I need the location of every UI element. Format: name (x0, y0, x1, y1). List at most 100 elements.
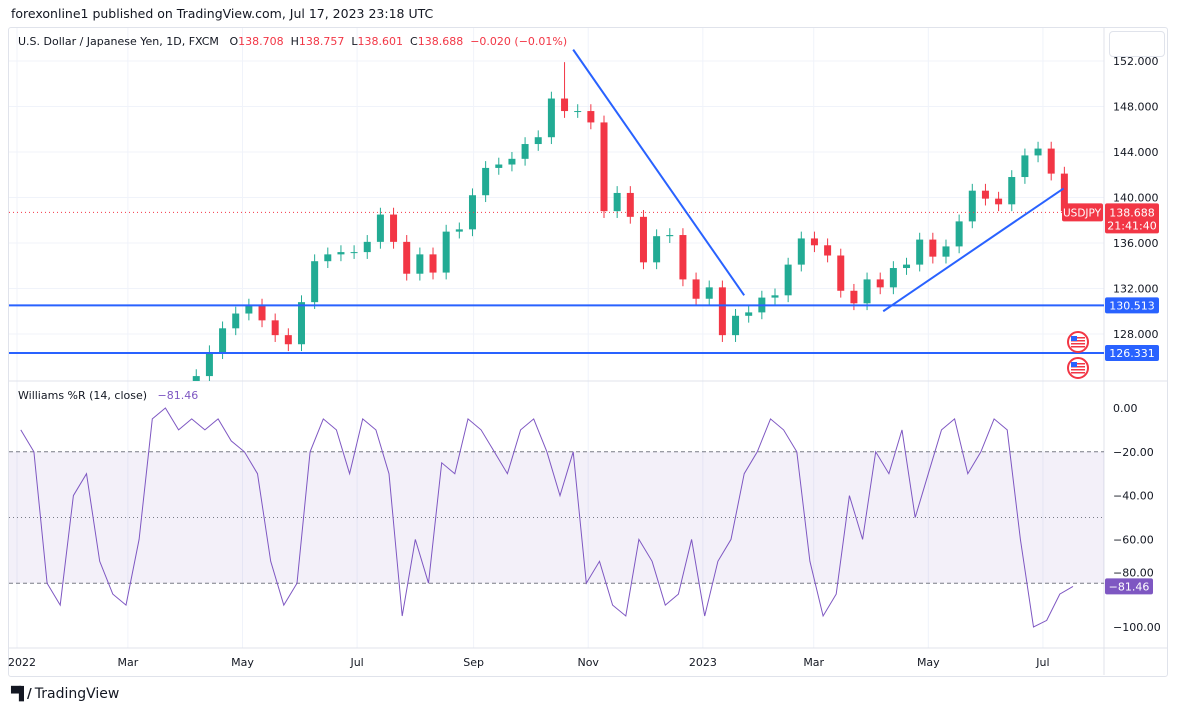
candle-body[interactable] (863, 279, 871, 304)
candle-body[interactable] (495, 164, 503, 168)
candle-body[interactable] (534, 137, 542, 145)
candle-body[interactable] (192, 376, 200, 396)
candle-body[interactable] (653, 236, 661, 263)
candle-body[interactable] (508, 158, 516, 165)
us-flag-event-icon[interactable] (1067, 357, 1089, 379)
candle-body[interactable] (824, 245, 832, 256)
indicator-name[interactable]: Williams %R (14, close) (18, 389, 148, 402)
high-label: H (290, 35, 299, 48)
candle-body[interactable] (561, 98, 569, 112)
time-axis-label: May (917, 656, 940, 669)
candle-body[interactable] (547, 98, 555, 138)
price-axis-label: 144.000 (1113, 146, 1159, 159)
candle-body[interactable] (455, 229, 463, 232)
candle-body[interactable] (245, 305, 253, 314)
candle-body[interactable] (613, 192, 621, 212)
candle-body[interactable] (968, 190, 976, 222)
tradingview-logo-icon: ▀▌/ (11, 686, 32, 702)
candle-body[interactable] (284, 335, 292, 345)
candle-body[interactable] (850, 290, 858, 304)
candle-body[interactable] (718, 287, 726, 336)
candle-body[interactable] (403, 241, 411, 274)
candle-body[interactable] (626, 192, 634, 217)
candle-body[interactable] (574, 111, 582, 113)
candle-body[interactable] (732, 315, 740, 336)
candle-body[interactable] (1034, 148, 1042, 156)
chart-settings-button[interactable] (1109, 31, 1165, 57)
candle-body[interactable] (876, 279, 884, 288)
level-price-label: 130.513 (1109, 299, 1155, 312)
candle-body[interactable] (639, 216, 647, 263)
candle-body[interactable] (521, 144, 529, 159)
flag-stripe (1071, 340, 1085, 342)
high-value: 138.757 (298, 35, 345, 48)
candle-body[interactable] (903, 264, 911, 269)
candle-body[interactable] (692, 279, 700, 299)
candle-body[interactable] (442, 231, 450, 273)
us-flag-event-icon[interactable] (1067, 331, 1089, 353)
candle-body[interactable] (429, 254, 437, 273)
time-axis-label: 2023 (689, 656, 717, 669)
candle-body[interactable] (363, 241, 371, 253)
candle-body[interactable] (271, 320, 279, 336)
candle-body[interactable] (468, 195, 476, 230)
candle-body[interactable] (837, 255, 845, 291)
symbol-name[interactable]: U.S. Dollar / Japanese Yen, 1D, FXCM (18, 35, 219, 48)
candle-body[interactable] (1008, 177, 1016, 205)
candle-body[interactable] (297, 302, 305, 345)
trendline[interactable] (882, 187, 1065, 313)
candle-body[interactable] (889, 268, 897, 288)
indicator-axis-label: 0.00 (1113, 402, 1138, 415)
candle-body[interactable] (679, 235, 687, 280)
candle-body[interactable] (205, 352, 213, 377)
candle-body[interactable] (784, 264, 792, 296)
candle-body[interactable] (955, 221, 963, 247)
level-price-label: 126.331 (1109, 347, 1155, 360)
flag-stripe (1071, 366, 1085, 368)
time-axis-label: 2022 (8, 656, 36, 669)
candle-body[interactable] (337, 252, 345, 255)
candle-body[interactable] (1047, 148, 1055, 174)
indicator-axis-label: −60.00 (1113, 533, 1154, 546)
candle-body[interactable] (416, 254, 424, 274)
flag-ring (1067, 357, 1089, 379)
trendline[interactable] (572, 49, 745, 296)
candle-body[interactable] (942, 246, 950, 257)
candle-body[interactable] (232, 313, 240, 329)
candle-body[interactable] (258, 305, 266, 321)
candle-body[interactable] (995, 198, 1003, 205)
flag-stripe (1071, 346, 1085, 348)
candle-body[interactable] (981, 190, 989, 199)
candle-body[interactable] (666, 235, 674, 237)
candle-body[interactable] (600, 122, 608, 212)
candle-body[interactable] (311, 261, 319, 303)
low-label: L (351, 35, 358, 48)
indicator-value: −81.46 (157, 389, 199, 402)
candle-body[interactable] (1060, 173, 1068, 212)
bar-countdown-label: 21:41:40 (1107, 219, 1156, 232)
candle-body[interactable] (482, 167, 490, 196)
time-axis-label: Sep (463, 656, 484, 669)
candle-body[interactable] (219, 328, 227, 353)
candle-body[interactable] (705, 287, 713, 299)
candle-body[interactable] (587, 111, 595, 123)
candle-body[interactable] (376, 214, 384, 242)
indicator-axis-label: −20.00 (1113, 446, 1154, 459)
candle-body[interactable] (166, 402, 173, 434)
candle-body[interactable] (929, 239, 937, 257)
williams-r-line[interactable] (20, 407, 1074, 628)
current-price-tag (1105, 203, 1159, 234)
candle-body[interactable] (771, 295, 779, 298)
candle-body[interactable] (390, 214, 398, 242)
candle-body[interactable] (350, 252, 358, 254)
candle-body[interactable] (745, 312, 753, 316)
flag-ring (1067, 331, 1089, 353)
candle-body[interactable] (324, 254, 332, 262)
candle-body[interactable] (810, 238, 818, 246)
candle-body[interactable] (1021, 155, 1029, 178)
candle-body[interactable] (797, 238, 805, 265)
indicator-axis-label: −40.00 (1113, 490, 1154, 503)
candle-body[interactable] (916, 239, 924, 265)
